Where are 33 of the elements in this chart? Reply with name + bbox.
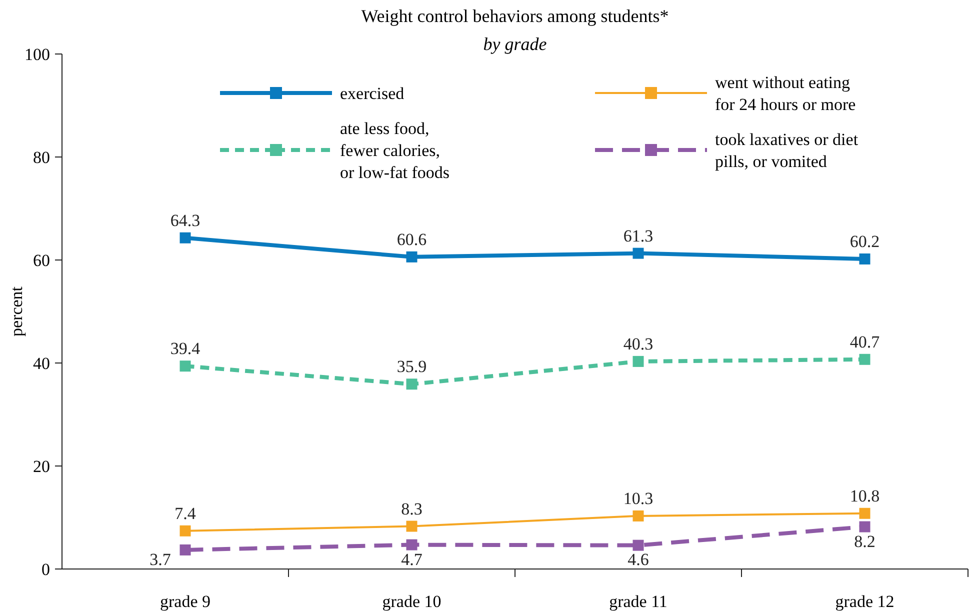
data-label: 10.8 [850, 486, 880, 506]
y-axis-title: percent [7, 286, 26, 337]
data-label: 4.6 [628, 550, 649, 569]
data-label: 7.4 [174, 504, 196, 523]
data-label: 10.3 [623, 488, 654, 508]
y-tick-label: 20 [33, 457, 50, 476]
data-label: 8.3 [401, 499, 422, 518]
y-tick-label: 80 [33, 148, 50, 167]
x-tick-label: grade 9 [160, 592, 211, 611]
x-tick-label: grade 11 [609, 592, 668, 611]
data-label: 35.9 [396, 357, 427, 376]
data-label: 3.7 [150, 550, 172, 569]
data-label: 60.2 [850, 232, 880, 251]
data-label: 40.7 [850, 332, 880, 352]
y-tick-label: 40 [33, 354, 50, 373]
data-label: 61.3 [623, 226, 654, 246]
x-tick-label: grade 12 [835, 592, 894, 611]
y-tick-label: 100 [24, 45, 50, 64]
legend-label: took laxatives or diet pills, or vomited [715, 130, 858, 171]
data-label: 64.3 [170, 210, 200, 230]
x-tick-label: grade 10 [382, 592, 442, 611]
legend-label: went without eating for 24 hours or more [715, 73, 856, 114]
legend-label: exercised [340, 84, 405, 103]
legend-label: ate less food, fewer calories, or low-fat foods [340, 119, 450, 182]
data-label: 40.3 [623, 334, 654, 354]
y-tick-label: 0 [42, 560, 50, 579]
data-label: 60.6 [396, 230, 427, 249]
data-label: 4.7 [401, 550, 423, 569]
data-label: 39.4 [170, 339, 201, 358]
chart-subtitle: by grade [483, 34, 547, 54]
y-tick-label: 60 [33, 251, 50, 270]
chart-title: Weight control behaviors among students* [361, 6, 669, 26]
data-label: 8.2 [854, 532, 876, 551]
